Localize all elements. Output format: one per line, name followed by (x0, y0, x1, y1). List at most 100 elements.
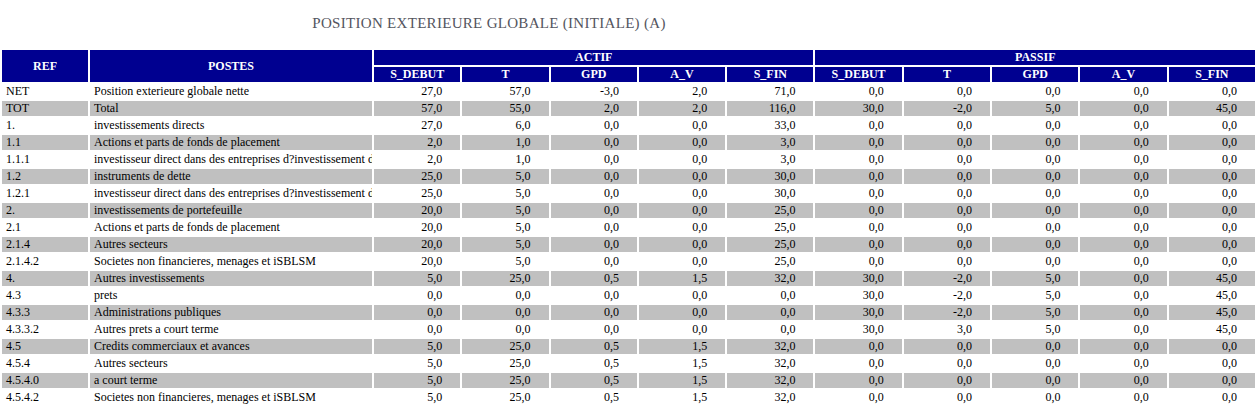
col-header-ref: REF (2, 50, 88, 82)
actif-value-cell: 0,0 (551, 322, 637, 337)
table-row: 1.1Actions et parts de fonds de placemen… (2, 135, 1255, 150)
actif-value-cell: 32,0 (727, 390, 813, 405)
poste-cell: instruments de dette (90, 169, 372, 184)
poste-cell: Administrations publiques (90, 305, 372, 320)
passif-value-cell: 5,0 (992, 288, 1078, 303)
passif-value-cell: 30,0 (815, 288, 901, 303)
passif-value-cell: 0,0 (815, 373, 901, 388)
passif-value-cell: 0,0 (904, 84, 990, 99)
actif-value-cell: 0,0 (727, 322, 813, 337)
passif-value-cell: 0,0 (904, 254, 990, 269)
actif-value-cell: 0,0 (374, 322, 460, 337)
ref-cell: 4.5.4 (2, 356, 88, 371)
actif-value-cell: 20,0 (374, 220, 460, 235)
position-exterieure-table: REF POSTES ACTIF PASSIF S_DEBUT T GPD A_… (0, 48, 1257, 405)
actif-value-cell: -3,0 (551, 84, 637, 99)
passif-value-cell: 0,0 (815, 390, 901, 405)
passif-value-cell: 0,0 (1080, 220, 1166, 235)
poste-cell: Autres secteurs (90, 237, 372, 252)
passif-value-cell: 0,0 (1080, 101, 1166, 116)
passif-value-cell: 0,0 (1080, 237, 1166, 252)
poste-cell: investisseur direct dans des entreprises… (90, 186, 372, 201)
passif-value-cell: 0,0 (992, 118, 1078, 133)
table-row: 4.5.4.0a court terme5,025,00,51,532,00,0… (2, 373, 1255, 388)
passif-value-cell: 0,0 (904, 169, 990, 184)
passif-value-cell: 0,0 (904, 152, 990, 167)
actif-value-cell: 0,0 (551, 135, 637, 150)
actif-value-cell: 0,0 (639, 305, 725, 320)
passif-value-cell: 45,0 (1169, 305, 1255, 320)
passif-value-cell: 0,0 (1080, 186, 1166, 201)
actif-value-cell: 0,0 (551, 220, 637, 235)
actif-value-cell: 0,0 (639, 152, 725, 167)
ref-cell: 1.2 (2, 169, 88, 184)
passif-value-cell: 0,0 (992, 203, 1078, 218)
actif-value-cell: 0,0 (551, 288, 637, 303)
actif-value-cell: 5,0 (462, 186, 548, 201)
actif-value-cell: 25,0 (462, 356, 548, 371)
col-header-passif-gpd: GPD (992, 67, 1078, 82)
passif-value-cell: 5,0 (992, 305, 1078, 320)
group-header-passif: PASSIF (815, 50, 1255, 65)
passif-value-cell: 0,0 (815, 169, 901, 184)
table-row: 4.3prets0,00,00,00,00,030,0-2,05,00,045,… (2, 288, 1255, 303)
actif-value-cell: 0,0 (727, 288, 813, 303)
passif-value-cell: 0,0 (904, 339, 990, 354)
poste-cell: prets (90, 288, 372, 303)
table-row: 1.2.1investisseur direct dans des entrep… (2, 186, 1255, 201)
actif-value-cell: 0,5 (551, 373, 637, 388)
poste-cell: investisseur direct dans des entreprises… (90, 152, 372, 167)
actif-value-cell: 25,0 (462, 339, 548, 354)
actif-value-cell: 25,0 (727, 237, 813, 252)
actif-value-cell: 1,5 (639, 271, 725, 286)
actif-value-cell: 0,5 (551, 356, 637, 371)
table-row: 4.5.4.2Societes non financieres, menages… (2, 390, 1255, 405)
passif-value-cell: 0,0 (992, 254, 1078, 269)
ref-cell: 4.3.3.2 (2, 322, 88, 337)
passif-value-cell: 0,0 (815, 203, 901, 218)
actif-value-cell: 5,0 (374, 390, 460, 405)
actif-value-cell: 0,0 (551, 237, 637, 252)
ref-cell: 2.1.4 (2, 237, 88, 252)
poste-cell: a court terme (90, 373, 372, 388)
actif-value-cell: 32,0 (727, 271, 813, 286)
passif-value-cell: 0,0 (1169, 135, 1255, 150)
actif-value-cell: 1,0 (462, 135, 548, 150)
passif-value-cell: 0,0 (1080, 339, 1166, 354)
actif-value-cell: 32,0 (727, 373, 813, 388)
actif-value-cell: 20,0 (374, 203, 460, 218)
passif-value-cell: 0,0 (1080, 322, 1166, 337)
ref-cell: 4.3 (2, 288, 88, 303)
col-header-passif-t: T (904, 67, 990, 82)
actif-value-cell: 25,0 (462, 373, 548, 388)
passif-value-cell: 0,0 (815, 356, 901, 371)
table-row: 4.Autres investissements5,025,00,51,532,… (2, 271, 1255, 286)
ref-cell: 4.3.3 (2, 305, 88, 320)
passif-value-cell: 0,0 (904, 237, 990, 252)
poste-cell: Position exterieure globale nette (90, 84, 372, 99)
poste-cell: Autres prets a court terme (90, 322, 372, 337)
passif-value-cell: 0,0 (904, 135, 990, 150)
ref-cell: 2.1 (2, 220, 88, 235)
passif-value-cell: 0,0 (1080, 390, 1166, 405)
actif-value-cell: 0,0 (551, 152, 637, 167)
passif-value-cell: 0,0 (1080, 84, 1166, 99)
passif-value-cell: 30,0 (815, 305, 901, 320)
passif-value-cell: 0,0 (815, 118, 901, 133)
actif-value-cell: 0,0 (727, 305, 813, 320)
passif-value-cell: 0,0 (1169, 356, 1255, 371)
passif-value-cell: 0,0 (1080, 288, 1166, 303)
group-header-actif: ACTIF (374, 50, 813, 65)
passif-value-cell: 0,0 (815, 135, 901, 150)
actif-value-cell: 0,0 (374, 288, 460, 303)
actif-value-cell: 25,0 (462, 390, 548, 405)
poste-cell: Credits commerciaux et avances (90, 339, 372, 354)
actif-value-cell: 5,0 (462, 203, 548, 218)
passif-value-cell: 0,0 (904, 390, 990, 405)
passif-value-cell: 0,0 (1169, 339, 1255, 354)
actif-value-cell: 0,0 (639, 322, 725, 337)
passif-value-cell: 0,0 (1169, 390, 1255, 405)
passif-value-cell: 0,0 (1080, 203, 1166, 218)
passif-value-cell: 5,0 (992, 101, 1078, 116)
col-header-postes: POSTES (90, 50, 372, 82)
